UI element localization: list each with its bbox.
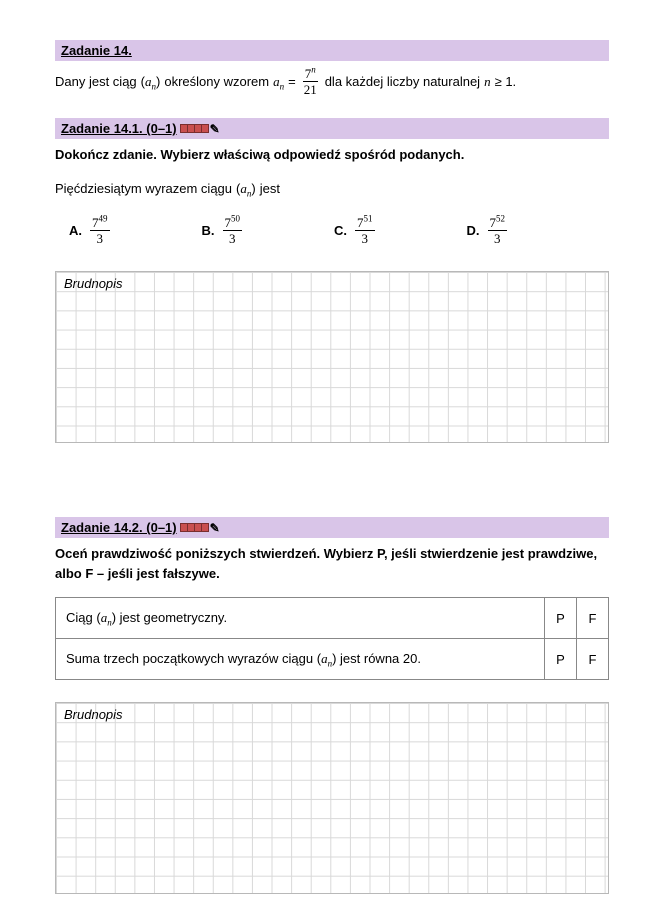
stmt-pre: Ciąg <box>66 610 93 625</box>
seq-n: n <box>247 188 252 198</box>
choice-label: D. <box>467 223 480 238</box>
scratch-grid[interactable]: Brudnopis <box>56 703 608 893</box>
pf-statement-2: Suma trzech początkowych wyrazów ciągu (… <box>56 639 545 680</box>
seq-n: n <box>328 659 333 669</box>
prompt-post: jest <box>260 179 280 199</box>
header-icons: ✎ <box>180 122 220 136</box>
scratch-label: Brudnopis <box>56 703 131 724</box>
box-icon <box>201 124 209 133</box>
choices-row: A. 749 3 B. 750 3 C. 751 3 D. 752 3 <box>69 216 609 245</box>
formula-frac: 7n 21 <box>302 67 319 96</box>
task-14-1-header: Zadanie 14.1. (0–1) ✎ <box>55 118 609 139</box>
choice-frac: 752 3 <box>488 216 508 245</box>
frac-den: 3 <box>360 231 371 245</box>
pf-p-cell[interactable]: P <box>545 639 577 680</box>
pf-table: Ciąg (an) jest geometryczny. P F Suma tr… <box>55 597 609 680</box>
stmt-pre: Suma trzech początkowych wyrazów ciągu <box>66 651 313 666</box>
stmt-post: jest geometryczny. <box>120 610 227 625</box>
task-14-header: Zadanie 14. <box>55 40 609 61</box>
box-icon <box>201 523 209 532</box>
scratch-grid[interactable]: Brudnopis <box>56 272 608 442</box>
scratch-area-1: Brudnopis <box>55 271 609 443</box>
choice-frac: 751 3 <box>355 216 375 245</box>
intro-pre: Dany jest ciąg <box>55 72 137 92</box>
stmt-post: jest równa 20. <box>340 651 421 666</box>
task-14-1-instr: Dokończ zdanie. Wybierz właściwą odpowie… <box>55 145 609 165</box>
cond-rel: ≥ 1. <box>495 72 517 92</box>
choice-label: B. <box>202 223 215 238</box>
pf-p-cell[interactable]: P <box>545 598 577 639</box>
choice-c[interactable]: C. 751 3 <box>334 216 377 245</box>
num-exp: n <box>311 65 316 75</box>
num-exp: 50 <box>231 214 240 224</box>
frac-num: 7n <box>303 67 318 82</box>
frac-den: 3 <box>492 231 503 245</box>
task-14-2-title: Zadanie 14.2. (0–1) <box>61 520 177 535</box>
pencil-icon: ✎ <box>210 122 220 136</box>
choice-frac: 749 3 <box>90 216 110 245</box>
pf-f-cell[interactable]: F <box>577 639 609 680</box>
choice-label: A. <box>69 223 82 238</box>
frac-num: 749 <box>90 216 110 231</box>
pf-statement-1: Ciąg (an) jest geometryczny. <box>56 598 545 639</box>
intro-post: dla każdej liczby naturalnej <box>325 72 480 92</box>
task-14-2-instr: Oceń prawdziwość poniższych stwierdzeń. … <box>55 544 609 583</box>
choice-a[interactable]: A. 749 3 <box>69 216 112 245</box>
task-14-1-prompt: Pięćdziesiątym wyrazem ciągu (an) jest <box>55 179 609 199</box>
seq-n: n <box>152 81 157 91</box>
frac-den: 3 <box>95 231 106 245</box>
num-exp: 49 <box>99 214 108 224</box>
seq-n: n <box>107 618 112 628</box>
pencil-icon: ✎ <box>210 521 220 535</box>
frac-den: 3 <box>227 231 238 245</box>
pf-f-cell[interactable]: F <box>577 598 609 639</box>
formula-lhs: an <box>273 72 284 92</box>
pf-row-1: Ciąg (an) jest geometryczny. P F <box>56 598 609 639</box>
scratch-label: Brudnopis <box>56 272 131 293</box>
choice-label: C. <box>334 223 347 238</box>
prompt-pre: Pięćdziesiątym wyrazem ciągu <box>55 179 232 199</box>
intro-mid: określony wzorem <box>164 72 269 92</box>
cond-var: n <box>484 72 491 92</box>
pf-row-2: Suma trzech początkowych wyrazów ciągu (… <box>56 639 609 680</box>
choice-frac: 750 3 <box>223 216 243 245</box>
frac-den: 21 <box>302 82 319 96</box>
lhs-sub: n <box>280 81 285 91</box>
scratch-area-2: Brudnopis <box>55 702 609 894</box>
prompt-seq: (an) <box>236 179 256 199</box>
task-14-title: Zadanie 14. <box>61 43 132 58</box>
task-14-2-header: Zadanie 14.2. (0–1) ✎ <box>55 517 609 538</box>
frac-num: 752 <box>488 216 508 231</box>
formula-eq: = <box>288 72 296 92</box>
stmt-seq: (an) <box>317 651 340 666</box>
intro-seq: (an) <box>141 72 161 92</box>
frac-num: 750 <box>223 216 243 231</box>
task-14-intro: Dany jest ciąg (an) określony wzorem an … <box>55 67 609 96</box>
frac-num: 751 <box>355 216 375 231</box>
task-14-1-title: Zadanie 14.1. (0–1) <box>61 121 177 136</box>
choice-d[interactable]: D. 752 3 <box>467 216 510 245</box>
header-icons: ✎ <box>180 521 220 535</box>
num-exp: 52 <box>496 214 505 224</box>
stmt-seq: (an) <box>96 610 119 625</box>
num-exp: 51 <box>364 214 373 224</box>
choice-b[interactable]: B. 750 3 <box>202 216 245 245</box>
